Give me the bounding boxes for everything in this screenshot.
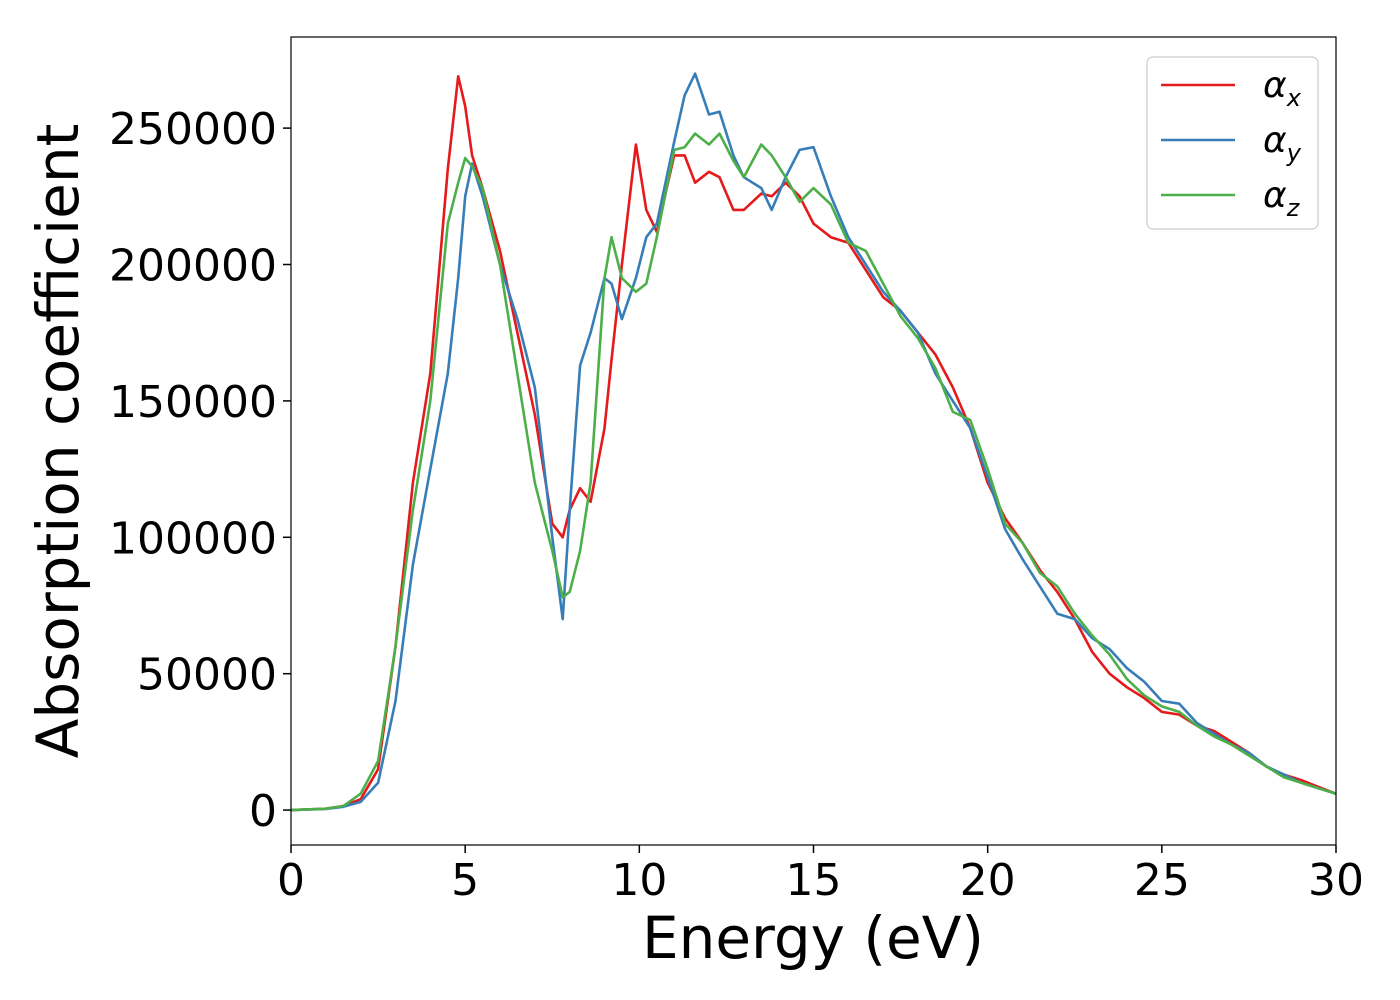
y-tick-label: 250000 <box>109 104 277 155</box>
y-axis-label: Absorption coefficient <box>24 124 92 759</box>
x-tick-label: 30 <box>1308 855 1364 906</box>
x-tick-label: 15 <box>786 855 842 906</box>
legend-label: αx <box>1263 65 1302 112</box>
y-tick-label: 0 <box>249 786 277 837</box>
series-line <box>290 132 1337 812</box>
x-tick-label: 5 <box>451 855 479 906</box>
legend-box <box>1146 56 1319 230</box>
x-axis-label: Energy (eV) <box>642 904 984 972</box>
x-tick-label: 25 <box>1134 855 1190 906</box>
y-tick-label: 100000 <box>109 513 277 564</box>
y-tick-label: 200000 <box>109 241 277 292</box>
plot-frame <box>290 36 1337 846</box>
y-tick-label: 50000 <box>137 650 277 701</box>
y-tick-label: 150000 <box>109 377 277 428</box>
series-line <box>290 75 1337 812</box>
legend-label: αy <box>1263 120 1302 167</box>
x-tick-label: 20 <box>960 855 1016 906</box>
x-tick-label: 0 <box>277 855 305 906</box>
x-tick-label: 10 <box>611 855 667 906</box>
legend-label: αz <box>1263 175 1301 222</box>
